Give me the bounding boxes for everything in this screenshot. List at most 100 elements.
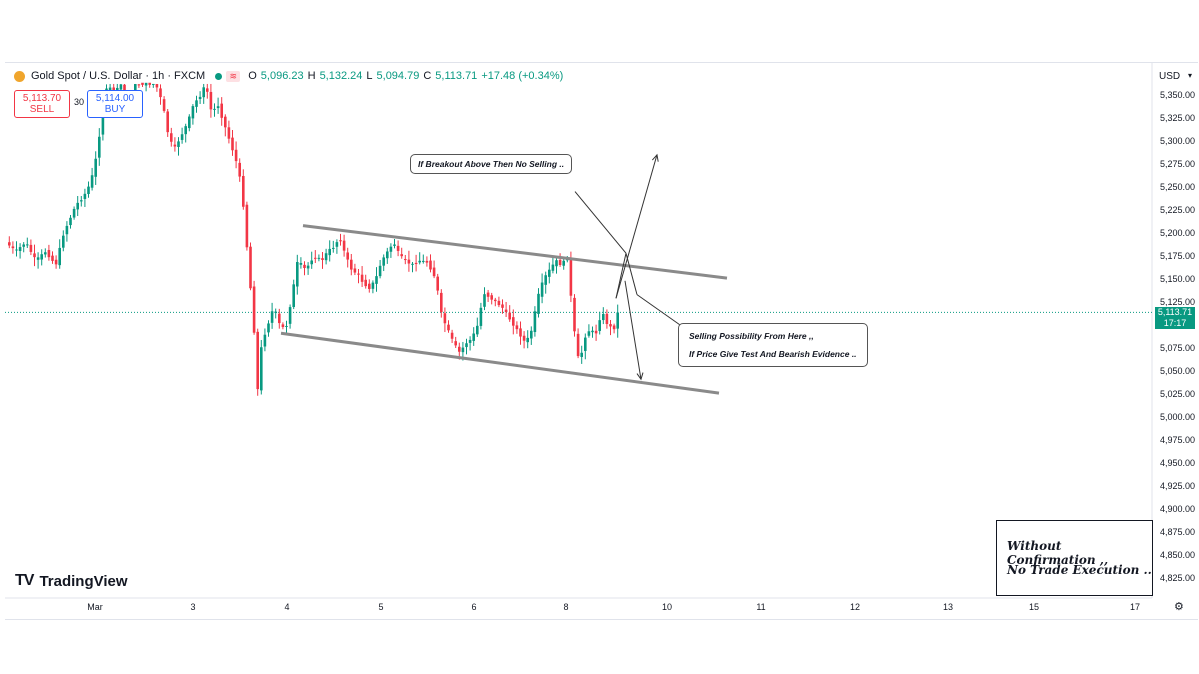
candle-body — [159, 88, 162, 98]
candle-body — [458, 346, 461, 352]
x-tick-label: 8 — [563, 602, 568, 612]
currency-selector[interactable]: USD — [1159, 71, 1181, 82]
candle-body — [206, 88, 209, 92]
channel-lower-line — [280, 331, 720, 395]
y-tick-label: 5,300.00 — [1160, 136, 1195, 146]
candle-body — [65, 225, 69, 235]
y-tick-label: 5,350.00 — [1160, 90, 1195, 100]
candle-body — [468, 339, 472, 343]
x-tick-label: 15 — [1029, 602, 1039, 612]
candle-body — [101, 108, 105, 135]
chevron-down-icon[interactable]: ▾ — [1188, 71, 1193, 80]
selling-note[interactable]: Selling Possibility From Here ,, If Pric… — [678, 323, 868, 367]
y-tick-label: 5,225.00 — [1160, 205, 1195, 215]
open-value: 5,096.23 — [260, 70, 304, 82]
y-tick-label: 5,050.00 — [1160, 366, 1195, 376]
candle-body — [234, 149, 238, 162]
arrow-head — [651, 153, 659, 162]
candle-body — [386, 251, 389, 259]
candle-body — [202, 87, 205, 98]
change-value: +17.48 (+0.34%) — [481, 70, 564, 82]
candle-body — [249, 246, 252, 289]
wave-icon[interactable]: ≋ — [226, 70, 241, 82]
arrow-head — [636, 372, 644, 381]
candle-body — [400, 254, 403, 257]
candle-body — [472, 333, 475, 341]
candle-body — [551, 264, 555, 271]
candle-body — [141, 82, 144, 85]
close-label: C — [423, 70, 432, 82]
candle-body — [238, 162, 241, 177]
candle-body — [285, 325, 288, 327]
candle-body — [450, 332, 454, 339]
candle-body — [328, 248, 331, 256]
candle-body — [76, 202, 79, 210]
y-tick-label: 4,850.00 — [1160, 550, 1195, 560]
low-value: 5,094.79 — [376, 70, 420, 82]
selling-note-line2: If Price Give Test And Bearish Evidence … — [689, 349, 857, 359]
confirmation-box[interactable]: Without Confirmation ,, No Trade Executi… — [996, 520, 1153, 596]
candle-body — [40, 254, 43, 260]
candle-body — [191, 106, 195, 119]
candle-body — [598, 320, 601, 331]
candle-body — [465, 343, 468, 348]
y-tick-label: 5,275.00 — [1160, 159, 1195, 169]
candle-body — [44, 252, 47, 255]
candle-body — [184, 126, 187, 135]
candle-body — [224, 116, 227, 128]
candle-body — [15, 249, 18, 251]
sell-button[interactable]: 5,113.70 SELL — [14, 90, 70, 118]
candle-body — [306, 265, 310, 269]
candle-body — [414, 262, 418, 265]
candle-body — [396, 245, 400, 251]
candle-body — [317, 257, 321, 259]
candle-body — [166, 111, 169, 133]
gear-icon[interactable]: ⚙ — [1174, 601, 1184, 613]
candle-body — [195, 100, 198, 107]
confirm-line1: Without Confirmation ,, — [1007, 539, 1109, 567]
candle-body — [558, 259, 562, 265]
candle-body — [281, 324, 285, 327]
candle-body — [332, 247, 335, 249]
candle-body — [393, 244, 396, 246]
open-label: O — [248, 70, 257, 82]
candle-body — [227, 127, 231, 139]
y-tick-label: 5,325.00 — [1160, 113, 1195, 123]
candle-body — [562, 260, 565, 266]
market-open-icon — [215, 72, 223, 80]
candle-body — [144, 82, 148, 86]
sell-price: 5,113.70 — [22, 93, 62, 104]
candle-body — [274, 311, 277, 314]
candle-body — [58, 247, 61, 266]
candle-body — [497, 300, 501, 306]
candle-body — [486, 292, 490, 297]
up-arrow — [615, 154, 658, 299]
buy-button[interactable]: 5,114.00 BUY — [87, 90, 143, 118]
candle-body — [80, 200, 83, 202]
tradingview-logo[interactable]: TV TradingView — [15, 572, 128, 590]
x-tick-label: 5 — [378, 602, 383, 612]
candle-body — [612, 325, 616, 330]
symbol-title[interactable]: Gold Spot / U.S. Dollar · 1h · FXCM — [31, 70, 206, 82]
candle-body — [278, 313, 281, 324]
candle-body — [342, 240, 346, 251]
high-label: H — [307, 70, 316, 82]
candle-body — [569, 257, 573, 296]
x-tick-label: 3 — [190, 602, 195, 612]
candle-body — [54, 259, 58, 265]
candle-body — [69, 217, 72, 226]
breakout-note[interactable]: If Breakout Above Then No Selling .. — [410, 154, 573, 174]
candle-body — [476, 325, 479, 335]
candle-body — [29, 244, 33, 252]
y-tick-label: 5,150.00 — [1160, 274, 1195, 284]
candle-body — [418, 260, 421, 263]
y-tick-label: 4,825.00 — [1160, 573, 1195, 583]
candle-body — [353, 268, 357, 273]
candle-body — [454, 341, 457, 346]
candle-body — [256, 331, 259, 390]
x-tick-label: 4 — [284, 602, 289, 612]
candle-body — [180, 134, 184, 140]
candle-body — [479, 307, 483, 326]
